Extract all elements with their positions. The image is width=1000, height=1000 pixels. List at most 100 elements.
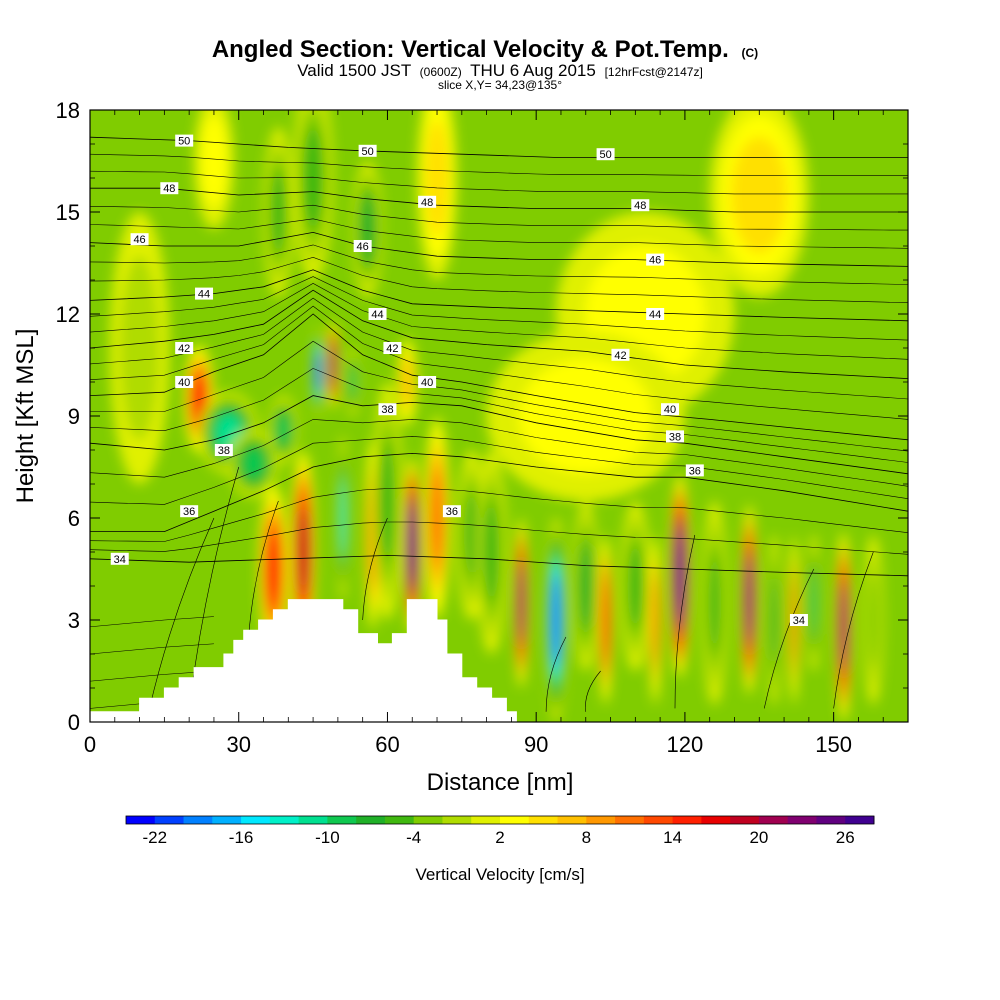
theta-line-minor <box>674 534 696 709</box>
contour-label-text: 40 <box>421 377 433 389</box>
colorbar-tick-label: -10 <box>315 828 340 847</box>
contour-label-text: 40 <box>664 404 676 416</box>
slice-label: slice X,Y= 34,23@135° <box>438 78 562 92</box>
theta-line-minor <box>90 244 908 285</box>
y-axis-label: Height [Kft MSL] <box>12 329 39 504</box>
colorbar-tick-label: 14 <box>663 828 682 847</box>
velocity-cell <box>810 571 818 635</box>
velocity-cell <box>770 579 778 661</box>
colorbar-swatch <box>758 816 789 824</box>
velocity-cell <box>200 115 228 207</box>
velocity-cell <box>242 448 265 480</box>
subtitle-z: (0600Z) <box>420 65 462 79</box>
colorbar-swatch <box>212 816 242 824</box>
theta-line-minor <box>149 517 215 709</box>
x-tick-label: 120 <box>667 732 704 757</box>
y-tick-label: 0 <box>68 710 80 735</box>
contour-label-text: 42 <box>386 343 398 355</box>
svg-text:Angled Section: Vertical Veloc: Angled Section: Vertical Velocity & Pot.… <box>212 36 758 63</box>
x-tick-label: 60 <box>375 732 399 757</box>
colorbar-swatch <box>269 816 300 824</box>
velocity-cell <box>518 358 653 474</box>
contour-label: 50 <box>175 134 194 148</box>
velocity-cell <box>652 581 658 659</box>
colorbar-tick-label: 2 <box>495 828 504 847</box>
colorbar-tick-label: 20 <box>749 828 768 847</box>
contour-label: 36 <box>442 505 461 518</box>
colorbar-swatch <box>183 816 213 824</box>
theta-line-minor <box>90 170 908 195</box>
velocity-cell <box>602 583 609 657</box>
colorbar-tick-label: -16 <box>229 828 254 847</box>
colorbar-swatch <box>672 816 702 824</box>
y-tick-label: 12 <box>56 302 80 327</box>
theta-line-minor <box>90 521 908 555</box>
contour-label-text: 36 <box>446 506 458 518</box>
contour-label: 44 <box>195 287 214 301</box>
velocity-cell <box>579 545 592 627</box>
theta-line-minor <box>90 305 908 420</box>
y-tick-label: 3 <box>68 608 80 633</box>
contour-label: 34 <box>110 552 129 566</box>
x-tick-label: 150 <box>815 732 852 757</box>
contour-label: 44 <box>368 308 387 321</box>
velocity-cell <box>425 120 449 236</box>
velocity-cell <box>483 499 500 605</box>
theta-line-minor <box>90 340 908 452</box>
colorbar-swatch <box>615 816 645 824</box>
x-axis-label: Distance [nm] <box>427 769 574 796</box>
contour-label-text: 36 <box>689 465 701 477</box>
x-tick-label: 30 <box>226 732 250 757</box>
contour-label-text: 42 <box>178 343 190 355</box>
velocity-cell <box>119 256 160 440</box>
contour-label-text: 44 <box>371 309 383 321</box>
title-text: Angled Section: Vertical Velocity & Pot.… <box>212 36 729 63</box>
theta-line-34 <box>90 554 908 577</box>
x-tick-label: 0 <box>84 732 96 757</box>
velocity-cell <box>267 532 280 606</box>
contour-label: 46 <box>353 240 372 253</box>
colorbar-swatch <box>816 816 846 824</box>
contour-label-text: 48 <box>634 200 646 212</box>
contour-label-text: 46 <box>133 234 145 246</box>
chart-subtitle: Valid 1500 JST (0600Z) THU 6 Aug 2015 [1… <box>297 61 703 80</box>
colorbar-swatch <box>787 816 817 824</box>
theta-line-minor <box>90 283 908 360</box>
theta-line-48 <box>90 187 908 213</box>
colorbar-tick-label: 26 <box>836 828 855 847</box>
contour-label: 42 <box>611 348 630 362</box>
contour-label-text: 42 <box>614 350 626 362</box>
colorbar-tick-label: 8 <box>582 828 591 847</box>
colorbar-swatch <box>413 816 443 824</box>
contour-label: 44 <box>646 308 665 321</box>
y-tick-label: 9 <box>68 404 80 429</box>
contour-label: 36 <box>180 505 199 518</box>
contour-label-text: 36 <box>183 506 195 518</box>
contour-label: 40 <box>661 403 680 416</box>
contour-label-text: 34 <box>114 554 126 566</box>
theta-line-minor <box>248 500 279 638</box>
contour-label: 48 <box>418 195 437 209</box>
colorbar-swatch <box>327 816 357 824</box>
theta-line-minor <box>545 636 567 712</box>
contour-labels: 50 50 50 48 48 48 46 46 46 44 44 44 42 42 42 40 40 40 38 38… <box>110 134 808 627</box>
colorbar-swatch <box>528 816 559 824</box>
contour-label-text: 50 <box>361 146 373 158</box>
theta-line-minor <box>90 204 908 231</box>
velocity-cell <box>708 550 722 656</box>
subtitle-fcst: [12hrFcst@2147z] <box>605 65 703 79</box>
chart-title: Angled Section: Vertical Velocity & Pot.… <box>212 36 758 63</box>
colorbar-swatch <box>241 816 271 824</box>
contour-label: 50 <box>358 144 377 158</box>
theta-line-46 <box>90 231 908 267</box>
colorbar-swatch <box>845 816 875 824</box>
velocity-cell <box>840 588 847 666</box>
contour-label-text: 38 <box>669 431 681 443</box>
theta-line-minor <box>90 297 908 400</box>
contour-label: 42 <box>175 342 194 355</box>
velocity-cell <box>676 535 684 616</box>
velocity-cell <box>330 347 336 383</box>
velocity-cell <box>270 168 287 256</box>
